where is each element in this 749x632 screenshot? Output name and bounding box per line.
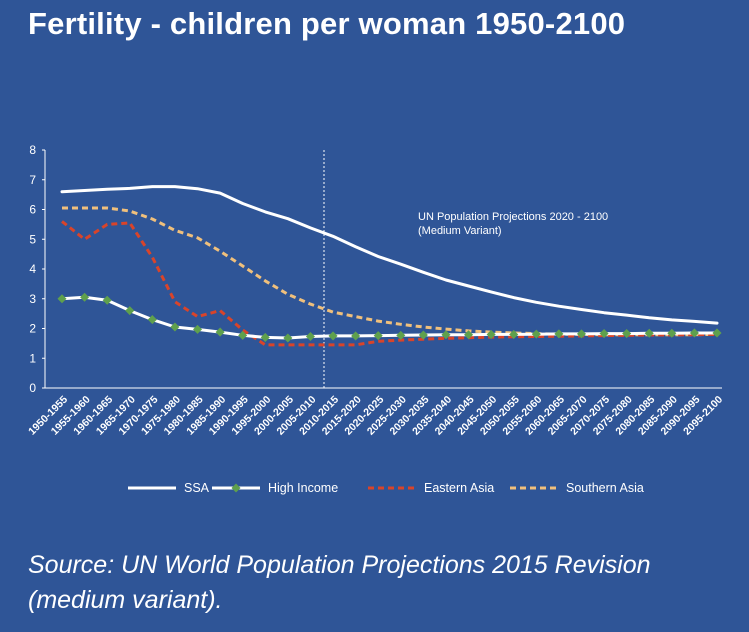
high-income-point	[622, 329, 632, 339]
high-income-point	[396, 330, 406, 340]
chart-title: Fertility - children per woman 1950-2100	[28, 6, 626, 41]
y-tick-label: 6	[29, 203, 36, 217]
series-line-ssa	[60, 185, 719, 325]
legend-label: Southern Asia	[566, 481, 644, 495]
legend-label: SSA	[184, 481, 210, 495]
high-income-point	[373, 331, 383, 341]
y-tick-label: 7	[29, 173, 36, 187]
high-income-point	[215, 327, 225, 337]
annotation-line-1: UN Population Projections 2020 - 2100	[418, 211, 608, 223]
legend-label: Eastern Asia	[424, 481, 494, 495]
chart-legend: SSA High Income Eastern Asia Southern Asia	[128, 481, 644, 495]
series-lines	[57, 185, 722, 347]
high-income-point	[102, 295, 112, 305]
y-tick-label: 0	[29, 381, 36, 395]
high-income-point	[147, 315, 157, 325]
projection-marker: UN Population Projections 2020 - 2100 (Me…	[323, 150, 608, 388]
y-tick-label: 5	[29, 232, 36, 246]
series-line-high-income	[60, 295, 719, 340]
high-income-point	[283, 333, 293, 343]
high-income-point	[441, 330, 451, 340]
y-tick-label: 2	[29, 322, 36, 336]
high-income-point	[712, 328, 722, 338]
y-tick-label: 3	[29, 292, 36, 306]
x-axis: 1950-19551955-19601960-19651965-19701970…	[26, 387, 725, 438]
high-income-point	[170, 322, 180, 332]
high-income-point	[328, 331, 338, 341]
fertility-line-chart: 0 1 2 3 4 5 6 7 8 1950-19551955-19601960-1965196…	[26, 143, 725, 495]
annotation-line-2: (Medium Variant)	[418, 225, 502, 237]
high-income-point	[351, 331, 361, 341]
legend-marker	[231, 483, 241, 493]
high-income-point	[260, 332, 270, 342]
series-line-eastern-asia	[61, 220, 718, 347]
legend-label: High Income	[268, 481, 338, 495]
high-income-point	[305, 332, 315, 342]
high-income-point	[192, 324, 203, 334]
source-note: Source: UN World Population Projections …	[28, 551, 651, 614]
y-tick-label: 8	[29, 143, 36, 157]
y-axis: 0 1 2 3 4 5 6 7 8	[29, 143, 46, 395]
high-income-point	[80, 292, 90, 302]
fertility-chart: 0 1 2 3 4 5 6 7 8 1950-1955 1955-1960 1960-1965 196…	[0, 130, 749, 530]
y-tick-label: 4	[29, 262, 36, 276]
y-tick-label: 1	[29, 351, 36, 365]
high-income-point	[57, 294, 67, 304]
high-income-point	[464, 330, 474, 340]
